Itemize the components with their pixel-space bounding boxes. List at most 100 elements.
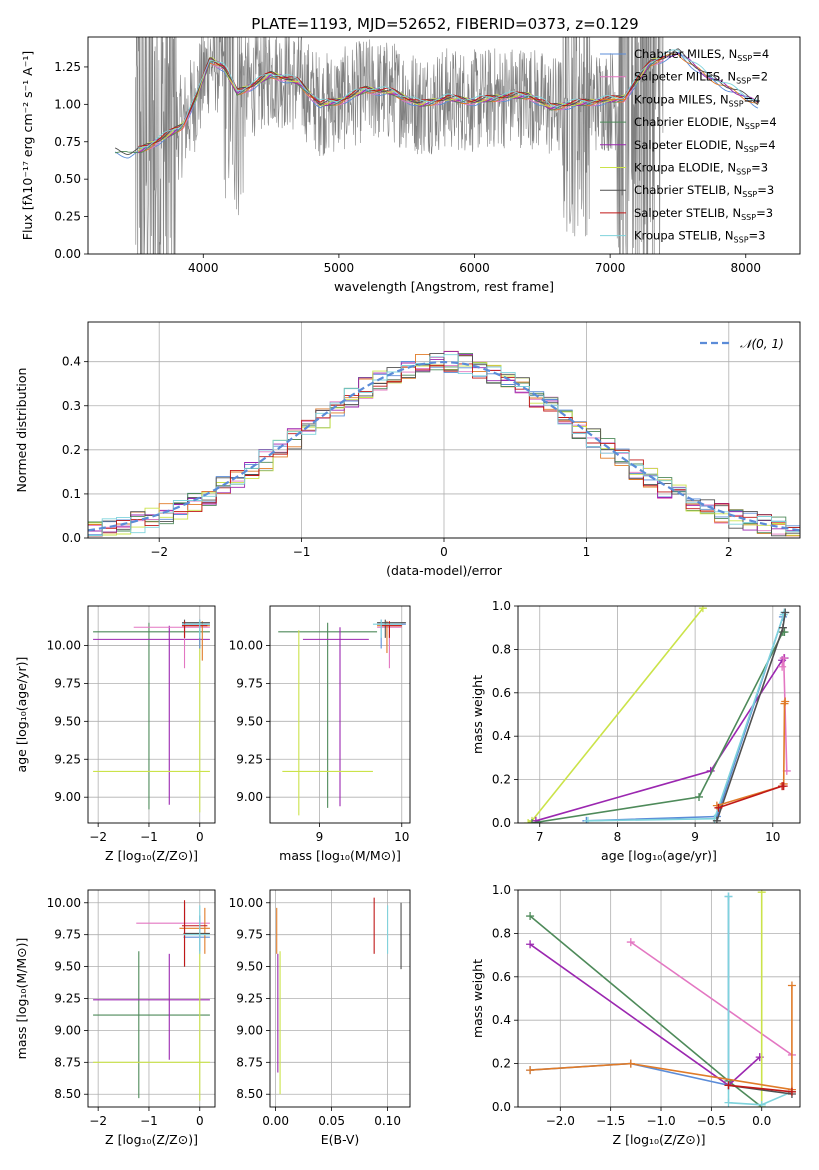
x-tick-label: 0.00 xyxy=(262,1114,289,1128)
plot-area-mass_ebv xyxy=(276,897,402,1095)
x-tick-label: −1 xyxy=(293,545,311,559)
y-tick-label: 9.75 xyxy=(236,676,263,690)
x-axis-label: Z [log₁₀(Z/Z⊙)] xyxy=(105,848,198,863)
panel-weight_age: 7 8 9 10 0.0 0.2 0.4 0.6 0.8 1.0 age [log₁₀(age/yr… xyxy=(470,599,801,863)
y-tick-label: 0.3 xyxy=(62,399,81,413)
x-axis-label: Z [log₁₀(Z/Z⊙)] xyxy=(105,1132,198,1147)
x-axis-label: age [log₁₀(age/yr)] xyxy=(601,848,717,863)
x-tick-label: 9 xyxy=(691,830,699,844)
y-tick-label: 0.4 xyxy=(62,355,81,369)
weight-marker xyxy=(724,1081,733,1090)
legend-label: Kroupa STELIB, NSSP=3 xyxy=(634,229,765,245)
x-tick-label: 0 xyxy=(440,545,448,559)
weight-marker xyxy=(527,819,536,823)
legend-label: Chabrier STELIB, NSSP=3 xyxy=(634,183,774,199)
weight-line xyxy=(728,1084,792,1093)
spectrum-legend: Chabrier MILES, NSSP=4 Salpeter MILES, NS… xyxy=(600,47,777,245)
panel-residuals: −2 −1 0 1 2 0.0 0.1 0.2 0.3 0.4 (data-model)/error… xyxy=(14,321,801,578)
axes-frame xyxy=(87,889,216,1108)
y-tick-label: 0.25 xyxy=(54,210,81,224)
axes-frame xyxy=(87,605,216,824)
y-tick-label: 0.1 xyxy=(62,487,81,501)
x-tick-label: 0.0 xyxy=(752,1114,771,1128)
x-tick-label: 0.05 xyxy=(318,1114,345,1128)
x-tick-label: 0 xyxy=(196,830,204,844)
x-tick-label: −2 xyxy=(89,1114,107,1128)
axes-frame xyxy=(87,321,801,539)
y-tick-label: 9.25 xyxy=(236,752,263,766)
y-tick-label: 9.75 xyxy=(54,928,81,942)
legend-label: Kroupa ELODIE, NSSP=3 xyxy=(634,161,768,177)
y-tick-label: 9.50 xyxy=(236,714,263,728)
y-axis-label: mass [log₁₀(M/M⊙)] xyxy=(14,938,29,1060)
y-axis-label: mass weight xyxy=(470,959,485,1038)
weight-marker xyxy=(626,938,635,947)
legend-label: Chabrier MILES, NSSP=4 xyxy=(634,47,769,63)
y-tick-label: 8.75 xyxy=(236,1055,263,1069)
spectrum-data-line xyxy=(135,37,664,254)
plot-area-weight_Z xyxy=(526,890,796,1107)
axes-frame xyxy=(269,605,411,824)
legend-label: Salpeter STELIB, NSSP=3 xyxy=(634,206,773,222)
y-tick-label: 9.75 xyxy=(236,928,263,942)
weight-marker xyxy=(626,1059,635,1068)
y-tick-label: 0.00 xyxy=(54,247,81,261)
y-tick-label: 0.0 xyxy=(492,1100,511,1114)
x-tick-label: 2 xyxy=(725,545,733,559)
x-tick-label: 7000 xyxy=(595,261,626,275)
x-tick-label: −2.0 xyxy=(546,1114,575,1128)
panel-mass_Z: −2 −1 0 8.50 8.75 9.00 9.25 9.50 9.75 10.00 Z [log… xyxy=(14,889,216,1147)
y-tick-label: 9.50 xyxy=(54,960,81,974)
y-tick-label: 9.25 xyxy=(236,992,263,1006)
y-tick-label: 9.00 xyxy=(236,790,263,804)
weight-marker xyxy=(526,912,535,921)
y-tick-label: 8.75 xyxy=(54,1055,81,1069)
weight-marker xyxy=(698,606,707,613)
y-tick-label: 0.6 xyxy=(492,686,511,700)
panel-spectrum: 4000 5000 6000 7000 8000 0.00 0.25 0.50 0.75 1.00… xyxy=(20,36,801,294)
y-tick-label: 10.00 xyxy=(47,638,81,652)
x-axis-label: (data-model)/error xyxy=(386,563,503,578)
y-tick-label: 0.0 xyxy=(492,816,511,830)
plot-area-spectrum xyxy=(114,37,759,254)
legend-label: Salpeter MILES, NSSP=2 xyxy=(634,70,768,86)
x-tick-label: 10 xyxy=(765,830,780,844)
x-tick-label: 10 xyxy=(394,830,409,844)
y-tick-label: 1.00 xyxy=(54,97,81,111)
panel-age_Z: −2 −1 0 9.00 9.25 9.50 9.75 10.00 Z [log₁₀(Z/Z⊙)… xyxy=(14,605,216,863)
weight-line xyxy=(727,896,793,1106)
y-tick-label: 0.50 xyxy=(54,172,81,186)
axes-frame xyxy=(517,605,801,824)
spectrum-model-line xyxy=(138,49,759,148)
x-axis-label: E(B-V) xyxy=(321,1132,360,1147)
weight-line xyxy=(529,943,761,1087)
x-tick-label: −2 xyxy=(89,830,107,844)
plot-area-weight_age xyxy=(524,606,791,823)
y-axis-label: age [log₁₀(age/yr)] xyxy=(14,657,29,773)
spectrum-model-line xyxy=(138,53,759,153)
weight-marker xyxy=(526,940,535,949)
y-tick-label: 0.8 xyxy=(492,926,511,940)
weight-line xyxy=(527,607,704,823)
residual-histogram xyxy=(88,354,800,536)
weight-marker xyxy=(787,981,796,990)
x-tick-label: 1 xyxy=(583,545,591,559)
y-tick-label: 1.25 xyxy=(54,60,81,74)
weight-marker xyxy=(757,1100,766,1107)
y-axis-label: mass weight xyxy=(470,675,485,754)
y-tick-label: 0.4 xyxy=(492,729,511,743)
weight-marker xyxy=(778,623,787,632)
x-tick-label: −1 xyxy=(140,1114,158,1128)
x-tick-label: −1.5 xyxy=(596,1114,625,1128)
y-tick-label: 8.50 xyxy=(236,1087,263,1101)
x-tick-label: 8 xyxy=(614,830,622,844)
y-tick-label: 9.00 xyxy=(54,790,81,804)
y-tick-label: 0.2 xyxy=(62,443,81,457)
y-tick-label: 9.50 xyxy=(236,960,263,974)
y-tick-label: 0.6 xyxy=(492,970,511,984)
y-tick-label: 9.50 xyxy=(54,714,81,728)
weight-marker xyxy=(724,1098,733,1107)
x-tick-label: 8000 xyxy=(730,261,761,275)
weight-marker xyxy=(781,608,790,617)
